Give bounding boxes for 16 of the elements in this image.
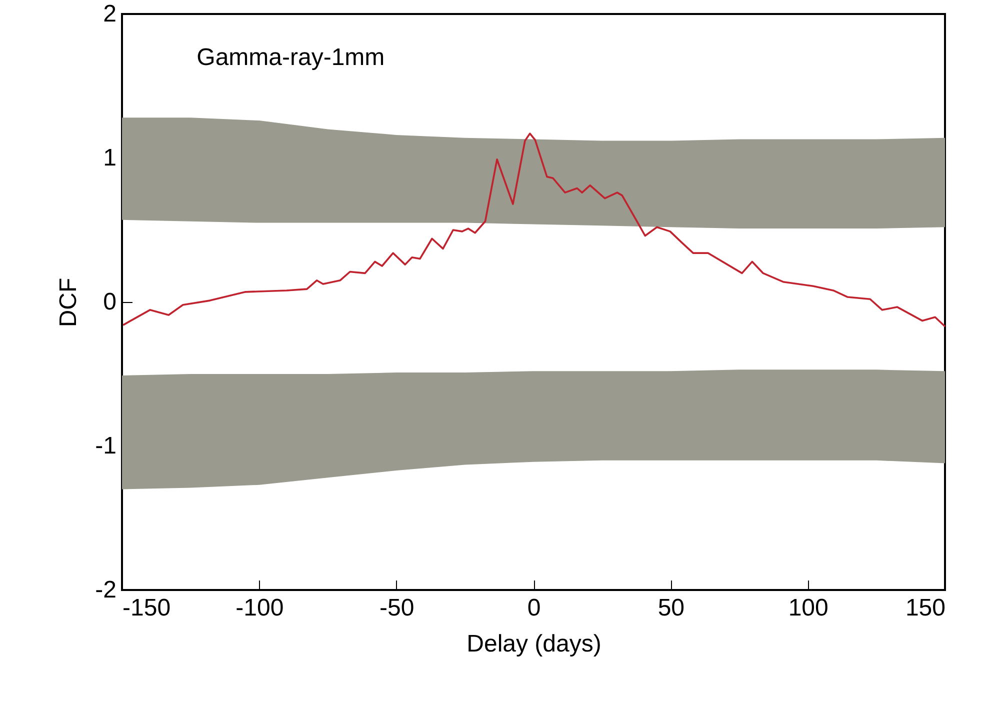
y-tick-label: 0	[103, 288, 116, 316]
y-tick-label: 2	[103, 0, 116, 28]
x-tick-label: -150	[122, 594, 171, 622]
x-axis-title: Delay (days)	[466, 630, 602, 658]
y-tick-label: -2	[95, 576, 116, 604]
x-tick-label: -50	[379, 594, 414, 622]
text: Gamma-ray-1mm	[196, 44, 385, 71]
y-tick-label: 1	[103, 144, 116, 172]
x-tick-label: 0	[527, 594, 541, 622]
x-tick-label: 150	[905, 594, 946, 622]
line-series	[122, 132, 946, 328]
y-axis-title: DCF	[55, 278, 82, 328]
y-tick-label: -1	[95, 432, 116, 460]
x-tick-label: 100	[788, 594, 828, 622]
x-tick-label: -100	[236, 594, 284, 622]
x-tick-label: 50	[658, 594, 685, 622]
